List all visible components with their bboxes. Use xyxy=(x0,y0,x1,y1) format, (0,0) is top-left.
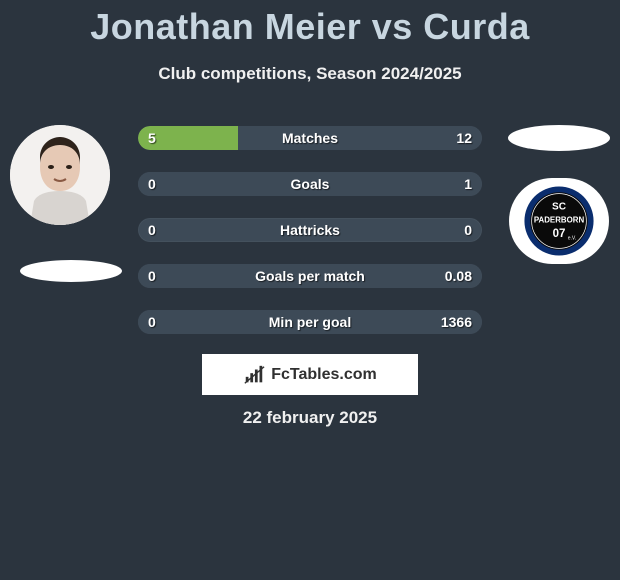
paderborn-badge-icon: SC PADERBORN 07 e.V. xyxy=(523,185,595,257)
stat-value-left: 0 xyxy=(148,310,156,334)
badge-line3: 07 xyxy=(553,228,566,240)
stat-value-right: 0.08 xyxy=(445,264,472,288)
stat-value-left: 0 xyxy=(148,218,156,242)
stat-value-right: 12 xyxy=(456,126,472,150)
stat-row: 01Goals xyxy=(138,172,482,196)
stat-row: 00.08Goals per match xyxy=(138,264,482,288)
stat-bar-right-fill xyxy=(138,172,482,196)
stat-bar-right-fill xyxy=(138,264,482,288)
badge-line2: PADERBORN xyxy=(534,215,585,224)
page-subtitle: Club competitions, Season 2024/2025 xyxy=(0,64,620,84)
stats-bars: 512Matches01Goals00Hattricks00.08Goals p… xyxy=(138,126,482,356)
bar-chart-icon xyxy=(243,364,265,386)
club-left-logo xyxy=(20,260,122,282)
stat-value-left: 0 xyxy=(148,264,156,288)
club-right-logo-top xyxy=(508,125,610,151)
stat-row: 0 0Hattricks xyxy=(138,218,482,242)
club-right-badge: SC PADERBORN 07 e.V. xyxy=(509,178,609,264)
stat-row: 512Matches xyxy=(138,126,482,150)
brand-box: FcTables.com xyxy=(202,354,418,395)
page-date: 22 february 2025 xyxy=(0,408,620,428)
stat-bar-right-fill xyxy=(238,126,482,150)
badge-line1: SC xyxy=(552,201,566,212)
avatar-icon xyxy=(10,125,110,225)
stat-value-left: 0 xyxy=(148,172,156,196)
stat-value-right: 0 xyxy=(464,218,472,242)
stat-value-right: 1366 xyxy=(441,310,472,334)
stat-bar-right-fill xyxy=(138,310,482,334)
stat-value-left: 5 xyxy=(148,126,156,150)
stat-row: 01366Min per goal xyxy=(138,310,482,334)
badge-ev: e.V. xyxy=(568,236,577,242)
page-title: Jonathan Meier vs Curda xyxy=(0,0,620,48)
player-left-avatar xyxy=(10,125,110,225)
brand-text: FcTables.com xyxy=(271,366,377,384)
stat-label: Hattricks xyxy=(138,218,482,242)
stat-value-right: 1 xyxy=(464,172,472,196)
